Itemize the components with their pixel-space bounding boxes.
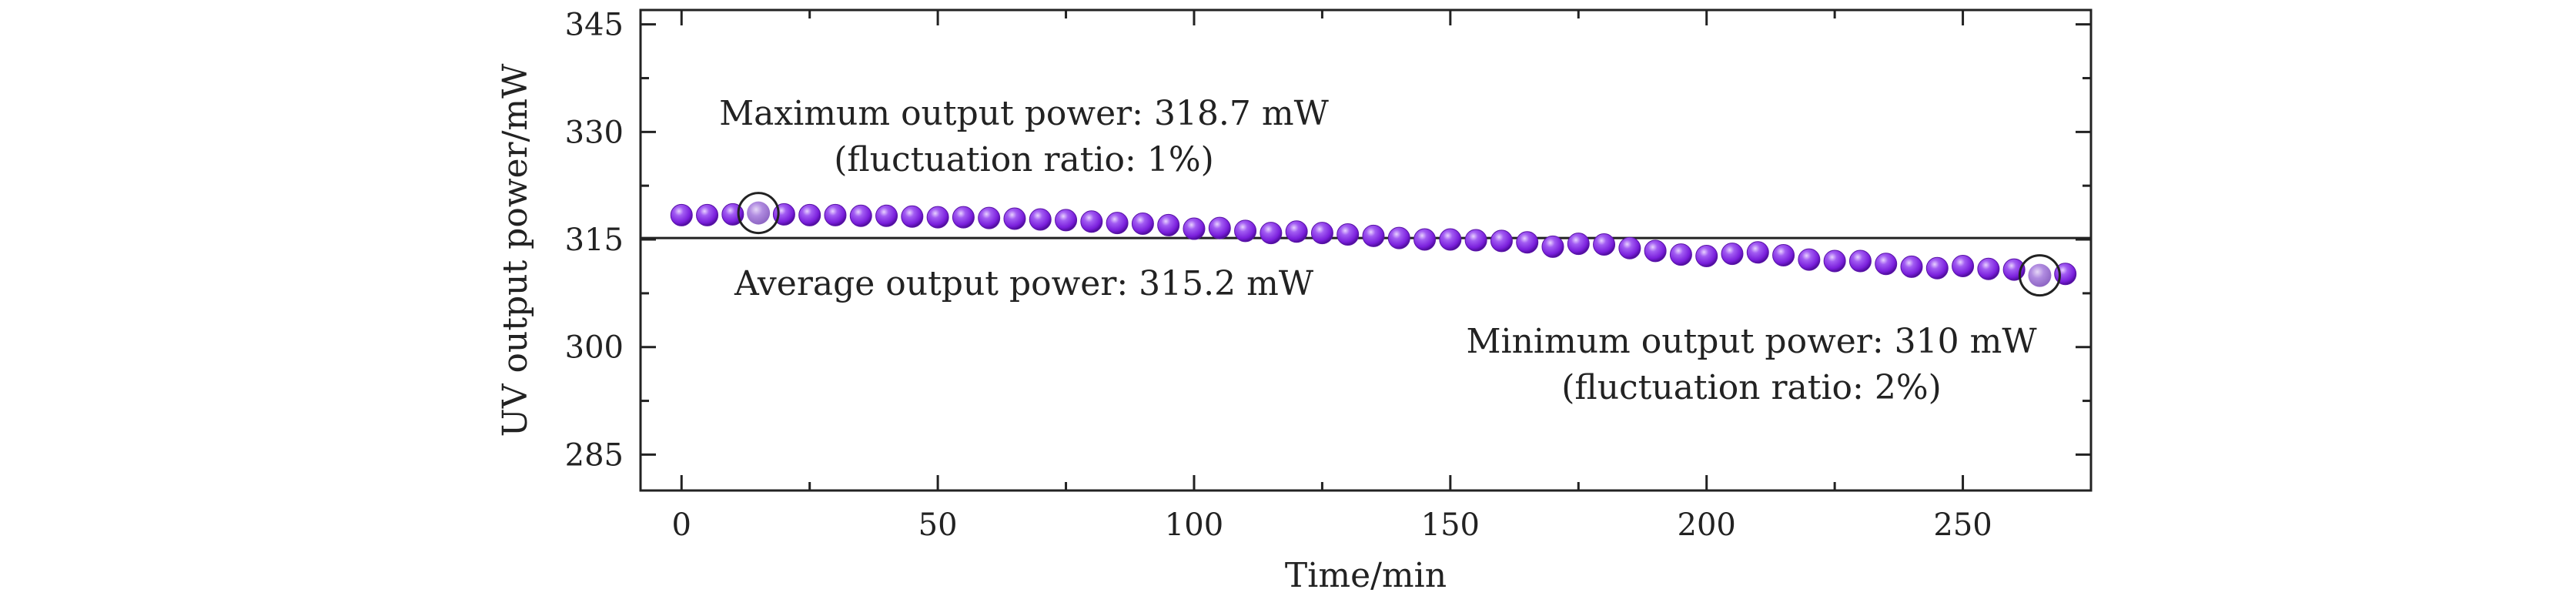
- data-point: [849, 204, 872, 227]
- plot-area: [639, 8, 2093, 492]
- data-point: [1464, 229, 1487, 252]
- data-point: [1003, 207, 1026, 230]
- data-point: [1875, 253, 1898, 276]
- min-annotation-line2: (fluctuation ratio: 2%): [1561, 368, 1942, 407]
- x-tick-label: 0: [672, 507, 691, 543]
- data-point: [1387, 226, 1410, 249]
- max-annotation-line1: Maximum output power: 318.7 mW: [719, 94, 1329, 133]
- data-point: [1516, 231, 1539, 254]
- x-tick-label: 200: [1678, 507, 1736, 543]
- data-point: [1337, 223, 1360, 246]
- data-point: [952, 206, 975, 229]
- axis-ticks: 0 50 100 150 200 250 285 300 315 330 345: [565, 8, 2091, 543]
- data-point: [824, 203, 847, 226]
- data-point: [978, 206, 1001, 229]
- data-points: [670, 202, 2077, 287]
- data-point: [926, 206, 949, 229]
- y-tick-label: 315: [565, 223, 624, 258]
- x-axis-label: Time/min: [1285, 556, 1447, 595]
- data-point: [1029, 208, 1052, 231]
- data-point: [1131, 213, 1154, 236]
- y-tick-label: 330: [565, 115, 624, 150]
- data-point: [1798, 248, 1821, 271]
- data-point: [1362, 224, 1385, 247]
- data-point: [1285, 220, 1308, 243]
- data-point: [1669, 243, 1692, 266]
- max-point: [747, 201, 771, 225]
- data-point: [1260, 222, 1283, 245]
- data-point: [1644, 239, 1667, 263]
- data-point: [1157, 213, 1180, 236]
- data-point: [1721, 243, 1744, 266]
- data-point: [875, 204, 898, 227]
- data-point: [1439, 228, 1462, 251]
- data-point: [798, 203, 821, 226]
- x-tick-label: 50: [918, 507, 958, 543]
- x-tick-label: 150: [1421, 507, 1480, 543]
- y-tick-label: 285: [565, 437, 624, 473]
- data-point: [1310, 222, 1333, 245]
- y-tick-label: 345: [565, 8, 624, 43]
- data-point: [1952, 254, 1975, 277]
- data-point: [1593, 233, 1616, 256]
- data-point: [696, 203, 719, 226]
- data-point: [1541, 235, 1564, 258]
- max-point-ring: [737, 192, 780, 235]
- data-point: [1234, 219, 1257, 243]
- min-annotation-line1: Minimum output power: 310 mW: [1466, 322, 2037, 361]
- data-point: [1055, 209, 1078, 232]
- data-point: [1413, 228, 1437, 251]
- min-point-ring: [2018, 254, 2061, 297]
- y-tick-label: 300: [565, 330, 624, 366]
- x-tick-label: 100: [1165, 507, 1223, 543]
- data-point: [1900, 255, 1923, 278]
- y-axis-label: UV output power/mW: [496, 63, 535, 437]
- data-point: [1080, 210, 1103, 233]
- data-point: [1848, 249, 1872, 273]
- average-annotation: Average output power: 315.2 mW: [734, 264, 1314, 303]
- data-point: [1490, 229, 1513, 253]
- data-point: [1618, 236, 1641, 259]
- data-point: [1567, 233, 1590, 256]
- highlighted-points: [737, 192, 2061, 297]
- max-annotation-line2: (fluctuation ratio: 1%): [834, 140, 1214, 179]
- data-point: [901, 205, 924, 228]
- x-tick-label: 250: [1933, 507, 1992, 543]
- data-point: [1695, 244, 1718, 267]
- data-point: [1746, 241, 1769, 264]
- data-point: [1925, 256, 1949, 280]
- data-point: [670, 203, 693, 226]
- min-point: [2028, 263, 2052, 287]
- data-point: [1823, 249, 1846, 273]
- data-point: [1977, 257, 2000, 280]
- data-point: [1772, 244, 1795, 267]
- data-point: [1208, 216, 1231, 239]
- data-point: [1106, 212, 1129, 235]
- data-point: [1183, 217, 1206, 240]
